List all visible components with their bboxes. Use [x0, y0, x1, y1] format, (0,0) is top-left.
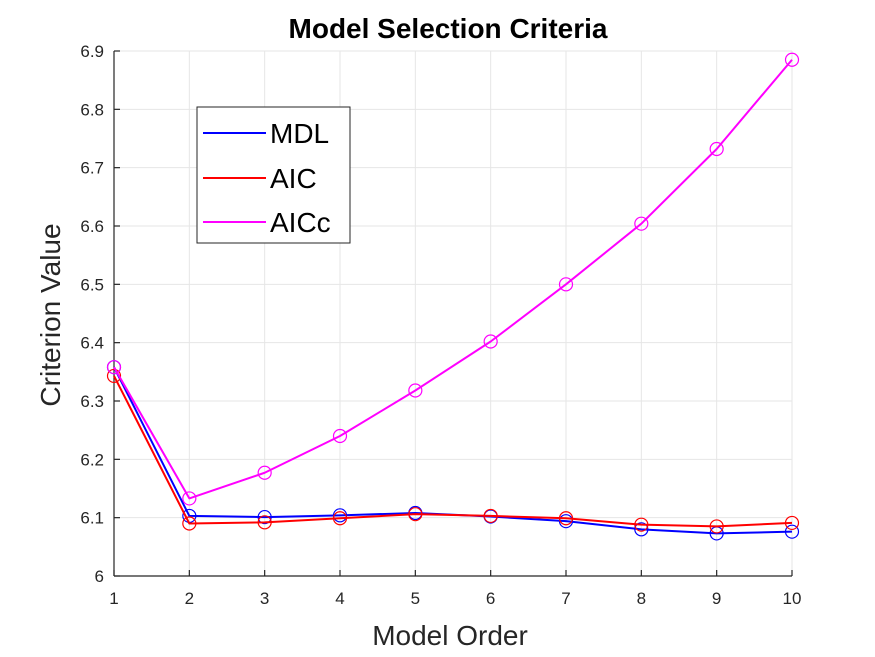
data-point-mdl: [784, 524, 800, 539]
data-point-mdl: [634, 522, 649, 537]
y-tick-label: 6.2: [80, 450, 104, 469]
series-line-aicc: [113, 59, 793, 500]
y-tick-label: 6: [95, 567, 104, 586]
data-point-mdl: [332, 508, 348, 523]
y-tick-label: 6.9: [80, 42, 104, 61]
data-point-aicc: [106, 360, 122, 375]
legend-label-aic: AIC: [270, 163, 317, 194]
data-point-aic: [257, 515, 272, 530]
data-point-aic: [106, 368, 122, 384]
y-tick-label: 6.3: [80, 392, 104, 411]
legend-items: MDL AIC AICc: [203, 118, 331, 238]
data-point-aic: [709, 519, 724, 534]
data-point-aicc: [784, 52, 800, 67]
x-tick-label: 2: [185, 589, 194, 608]
x-tick-label: 1: [109, 589, 118, 608]
y-tick-label: 6.1: [80, 509, 104, 528]
x-tick-label: 7: [561, 589, 570, 608]
data-point-aic: [634, 517, 649, 532]
data-point-aicc: [257, 465, 272, 480]
series-line-mdl: [113, 366, 793, 535]
tick-labels: 1 2 3 4 5 6 7 8 9 10 6 6.1 6.2 6.3 6.4 6.5 6.6 6.7 6.8 6.9: [80, 42, 801, 608]
data-point-aicc: [332, 428, 348, 444]
x-tick-label: 6: [486, 589, 495, 608]
y-axis-title: Criterion Value: [35, 223, 66, 406]
y-tick-label: 6.5: [80, 275, 104, 294]
legend: MDL AIC AICc: [196, 106, 351, 244]
data-point-aicc: [182, 491, 197, 506]
legend-box: [196, 106, 351, 244]
data-series: [106, 52, 800, 541]
y-tick-label: 6.6: [80, 217, 104, 236]
x-tick-label: 4: [335, 589, 344, 608]
data-point-aic: [408, 507, 423, 522]
data-point-aicc: [558, 277, 574, 292]
data-point-aic: [558, 511, 574, 526]
data-point-mdl: [257, 509, 272, 525]
y-tick-label: 6.4: [80, 334, 104, 353]
chart-title: Model Selection Criteria: [289, 13, 608, 44]
x-tick-label: 3: [260, 589, 269, 608]
data-point-aicc: [483, 334, 498, 349]
data-point-aic: [483, 508, 498, 524]
x-tick-label: 9: [712, 589, 721, 608]
data-point-aicc: [408, 383, 423, 398]
x-tick-label: 5: [411, 589, 420, 608]
axes: [113, 50, 793, 577]
data-point-aic: [182, 516, 197, 531]
data-point-aicc: [709, 141, 724, 157]
x-tick-label: 10: [783, 589, 802, 608]
data-point-aicc: [634, 216, 649, 231]
data-point-aic: [784, 515, 800, 531]
legend-label-mdl: MDL: [270, 118, 329, 149]
data-point-mdl: [558, 514, 574, 529]
legend-label-aicc: AICc: [270, 207, 331, 238]
x-tick-label: 8: [637, 589, 646, 608]
series-line-aic: [113, 375, 793, 528]
y-tick-label: 6.7: [80, 159, 104, 178]
data-point-aic: [332, 511, 348, 526]
x-axis-title: Model Order: [372, 620, 528, 651]
y-tick-label: 6.8: [80, 100, 104, 119]
